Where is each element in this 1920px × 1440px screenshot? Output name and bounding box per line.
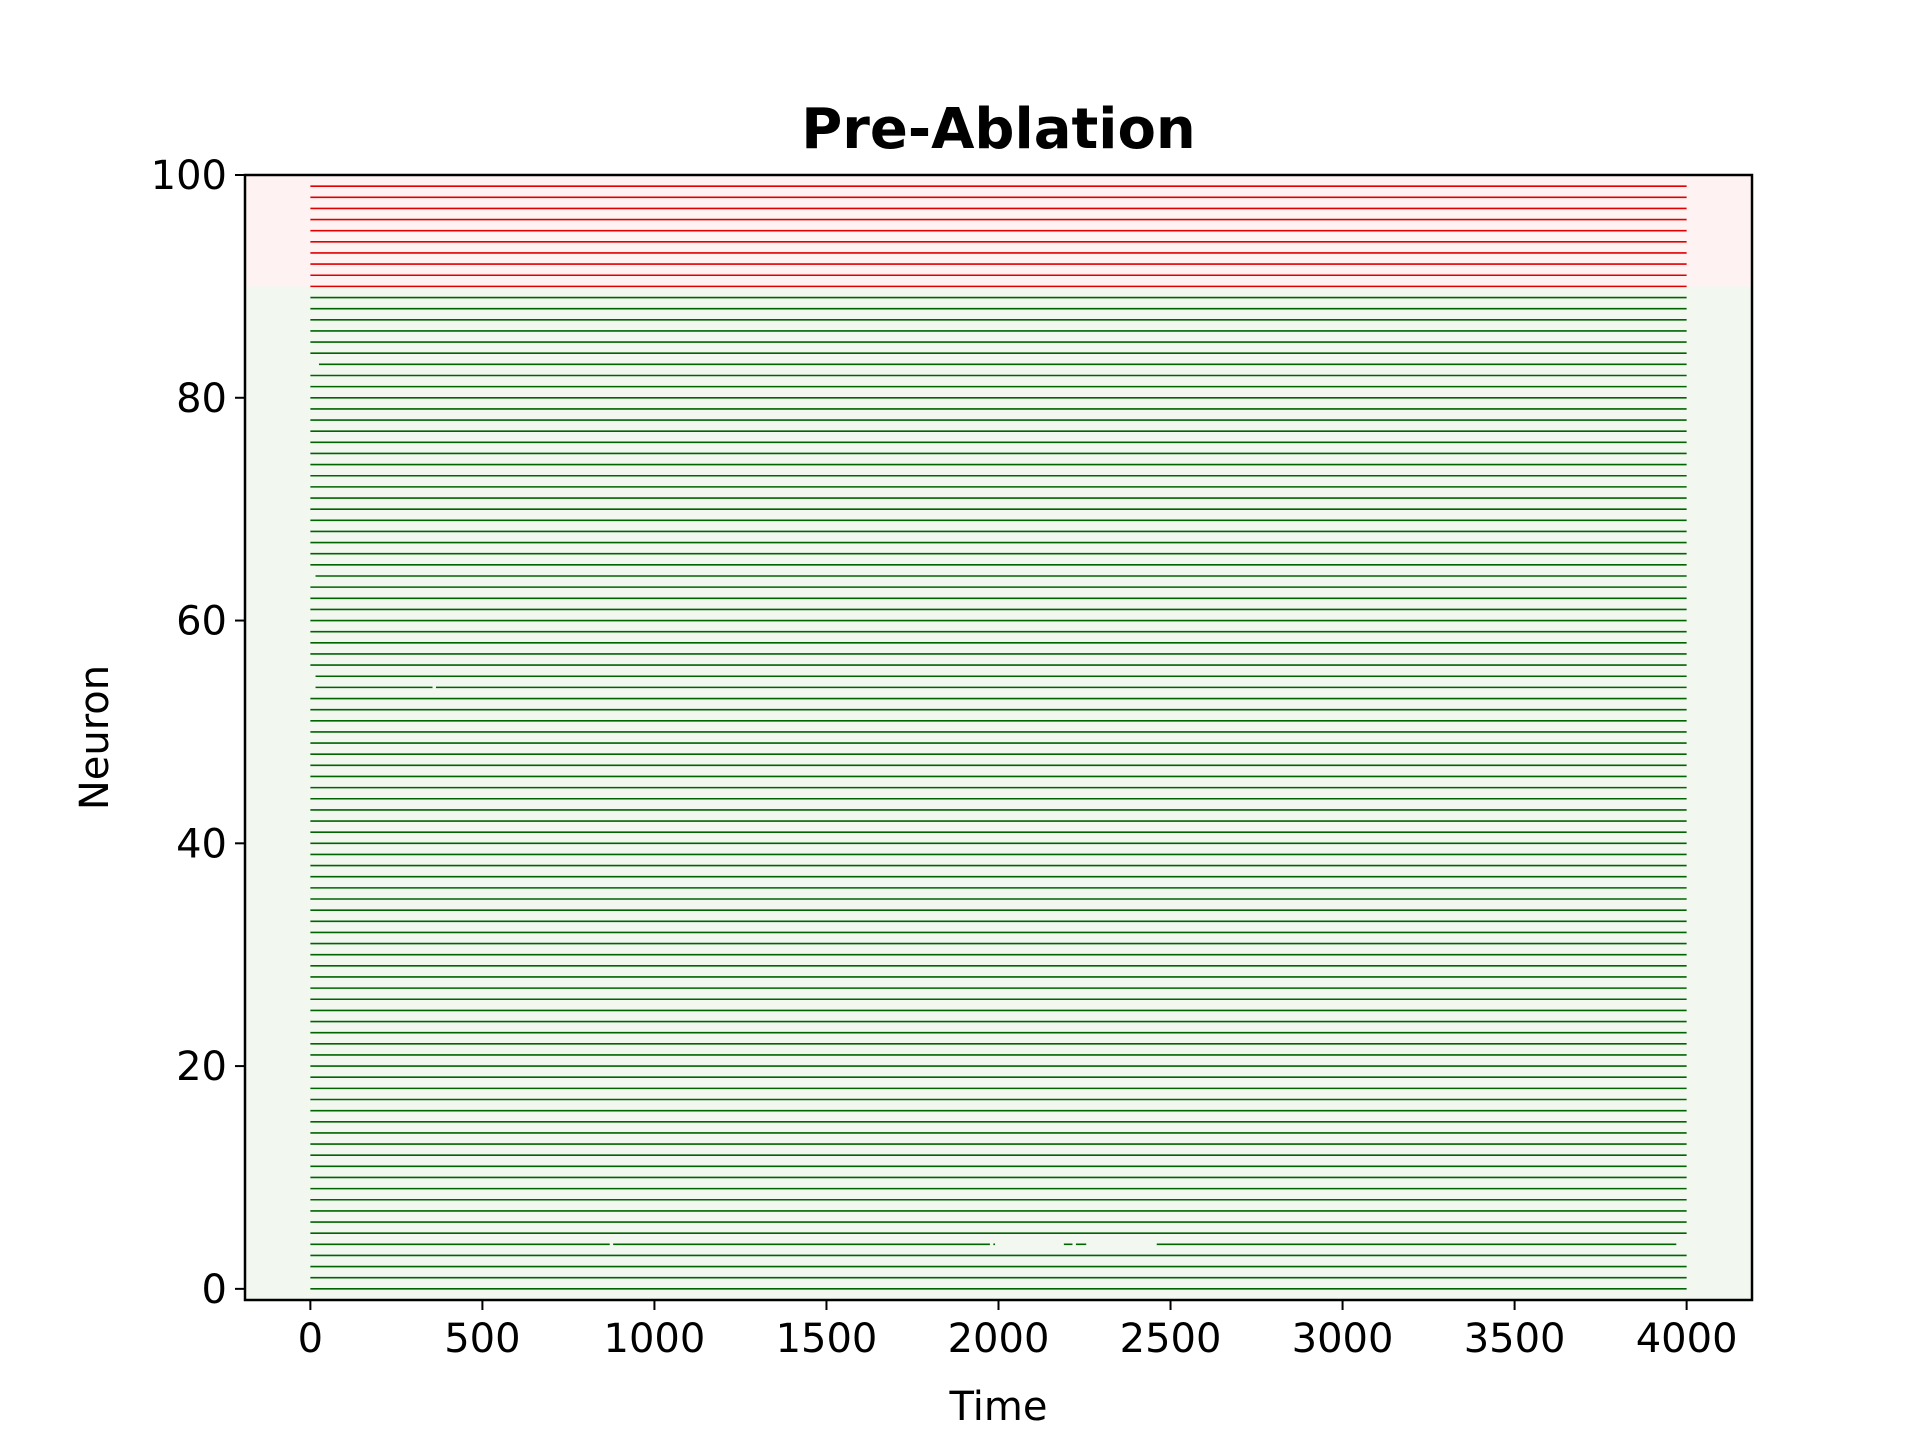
y-tick-label: 60 [176,599,227,645]
x-tick-label: 0 [298,1316,323,1362]
spike-raster [310,185,1687,1290]
y-axis-label: Neuron [72,665,118,810]
y-tick-label: 0 [202,1267,227,1313]
x-tick-label: 1000 [604,1316,706,1362]
x-tick-label: 2000 [948,1316,1050,1362]
y-tick-label: 100 [151,153,227,199]
x-axis-ticks: 0 500 1000 1500 2000 2500 3000 3500 4000 [298,1300,1738,1362]
y-tick-label: 80 [176,376,227,422]
region-excitatory [245,286,1752,1301]
x-axis-label: Time [949,1384,1048,1430]
x-tick-label: 3000 [1292,1316,1394,1362]
x-tick-label: 2500 [1120,1316,1222,1362]
y-tick-label: 40 [176,821,227,867]
x-tick-label: 1500 [776,1316,878,1362]
y-tick-label: 20 [176,1044,227,1090]
chart-title: Pre-Ablation [801,97,1196,162]
x-tick-label: 4000 [1636,1316,1738,1362]
x-tick-label: 500 [444,1316,520,1362]
y-axis-ticks: 0 20 40 60 80 100 [151,153,245,1313]
x-tick-label: 3500 [1464,1316,1566,1362]
region-layer [245,175,1752,1301]
